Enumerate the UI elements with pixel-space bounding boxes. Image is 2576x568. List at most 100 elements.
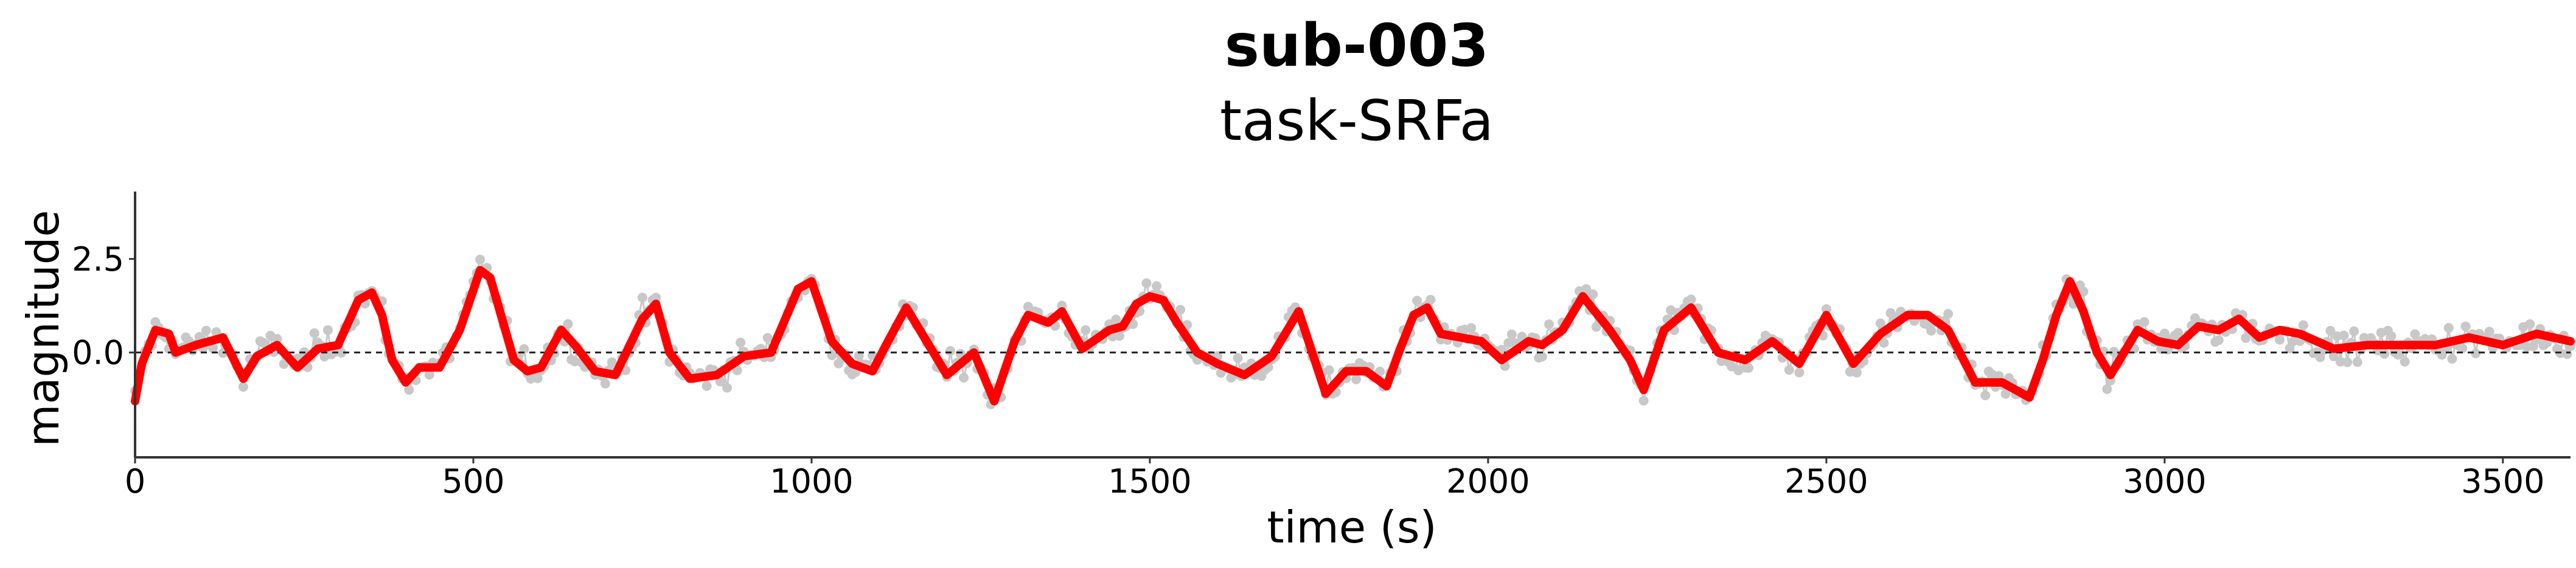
x-tick-label: 2000: [1446, 462, 1530, 500]
raw-data-point: [475, 254, 486, 265]
x-tick-label: 1000: [770, 462, 853, 500]
raw-data-point: [2342, 357, 2353, 367]
raw-data-point: [2447, 354, 2457, 364]
x-tick-label: 1500: [1108, 462, 1191, 500]
raw-data-point: [532, 373, 543, 383]
y-tick-labels: 0.0 2.5: [72, 240, 135, 372]
raw-data-point: [2457, 343, 2468, 353]
raw-data-point: [2213, 335, 2224, 345]
raw-data-point: [1794, 367, 1805, 378]
x-tick-label: 500: [442, 462, 504, 500]
raw-data-point: [736, 338, 746, 348]
raw-data-point: [2274, 334, 2285, 345]
raw-data-point: [2443, 323, 2454, 333]
raw-data-point: [1351, 374, 1362, 384]
raw-data-point: [722, 383, 732, 393]
raw-data-point: [2102, 384, 2112, 394]
raw-data-point: [404, 385, 414, 395]
raw-data-point: [607, 357, 617, 367]
raw-data-point: [1943, 309, 1953, 319]
raw-data-point: [563, 319, 573, 329]
x-tick-labels: 0 500 1000 1500 2000 2500 3000 3500: [125, 457, 2545, 500]
raw-data-point: [1466, 323, 1477, 333]
x-tick-label: 0: [125, 462, 145, 500]
y-axis-label: magnitude: [18, 210, 69, 446]
raw-data-point: [1141, 278, 1152, 288]
raw-data-point: [2400, 356, 2410, 367]
raw-data-point: [1926, 325, 1937, 336]
raw-data-point: [638, 293, 647, 303]
raw-data-point: [1412, 296, 1422, 306]
raw-data-point: [2159, 328, 2170, 339]
raw-data-point: [322, 325, 333, 335]
raw-data-point: [519, 344, 529, 354]
raw-data-point: [424, 370, 434, 380]
raw-data-point: [1537, 352, 1547, 362]
raw-data-point: [2190, 313, 2200, 324]
x-tick-label: 3500: [2461, 462, 2544, 500]
raw-data-point: [2298, 320, 2308, 330]
raw-data-point: [2139, 317, 2150, 327]
raw-data-point: [2109, 347, 2119, 357]
raw-data-point: [1821, 304, 1831, 314]
raw-data-point: [1324, 365, 1334, 375]
raw-data-point: [2328, 351, 2339, 361]
raw-data-point: [2379, 348, 2390, 359]
raw-data-point: [600, 378, 610, 389]
raw-data-point: [1375, 366, 1385, 376]
raw-data-point: [1503, 338, 1514, 348]
raw-data-point: [2484, 327, 2494, 337]
raw-data-point: [762, 333, 773, 343]
raw-data-point: [701, 381, 712, 391]
x-tick-label: 3000: [2123, 462, 2206, 500]
raw-data-point: [1581, 284, 1592, 294]
raw-data-point: [2000, 389, 2011, 399]
raw-data-point: [1588, 289, 1598, 299]
raw-data-point: [1744, 363, 1753, 373]
raw-data-point: [1152, 281, 1161, 291]
smoothed-series-line: [131, 266, 2575, 406]
raw-data-point: [1544, 319, 1554, 330]
raw-data-point: [1980, 390, 1991, 401]
raw-data-point: [945, 346, 955, 356]
raw-data-point: [259, 338, 269, 348]
raw-data-point: [2349, 326, 2359, 336]
raw-data-point: [651, 293, 661, 303]
x-tick-label: 2500: [1784, 462, 1868, 500]
raw-data-point: [1879, 338, 1889, 348]
raw-data-point: [2078, 286, 2089, 297]
plot-area: [130, 254, 2575, 409]
raw-data-point: [2386, 331, 2397, 341]
raw-data-point: [1175, 305, 1185, 315]
chart-title: sub-003: [1225, 12, 1489, 80]
raw-data-point: [2460, 321, 2471, 331]
raw-data-point: [336, 348, 347, 358]
raw-data-point: [1686, 294, 1696, 305]
raw-data-point: [272, 334, 282, 344]
raw-data-point: [2471, 348, 2481, 359]
chart-subtitle: task-SRFa: [1220, 88, 1494, 153]
raw-data-point: [1081, 325, 1091, 335]
raw-data-point: [1023, 302, 1033, 312]
y-tick-label: 2.5: [72, 240, 124, 279]
raw-data-point: [2325, 325, 2336, 336]
raw-data-point: [2173, 328, 2184, 338]
raw-data-point: [1784, 365, 1794, 375]
raw-data-point: [732, 365, 742, 375]
raw-data-point: [1111, 314, 1121, 325]
raw-data-point: [959, 373, 969, 383]
y-tick-label: 0.0: [72, 334, 124, 372]
x-axis-label: time (s): [1267, 502, 1436, 553]
raw-data-point: [1233, 353, 1243, 363]
raw-data-point: [1591, 322, 1601, 332]
raw-data-point: [2525, 319, 2535, 329]
raw-data-point: [309, 328, 319, 338]
raw-data-point: [1875, 318, 1885, 328]
raw-data-point: [1506, 329, 1517, 339]
raw-data-point: [238, 382, 248, 392]
raw-data-point: [1426, 294, 1436, 305]
raw-data-point: [1851, 367, 1862, 378]
raw-data-point: [2352, 357, 2362, 367]
raw-data-point: [1114, 331, 1124, 341]
